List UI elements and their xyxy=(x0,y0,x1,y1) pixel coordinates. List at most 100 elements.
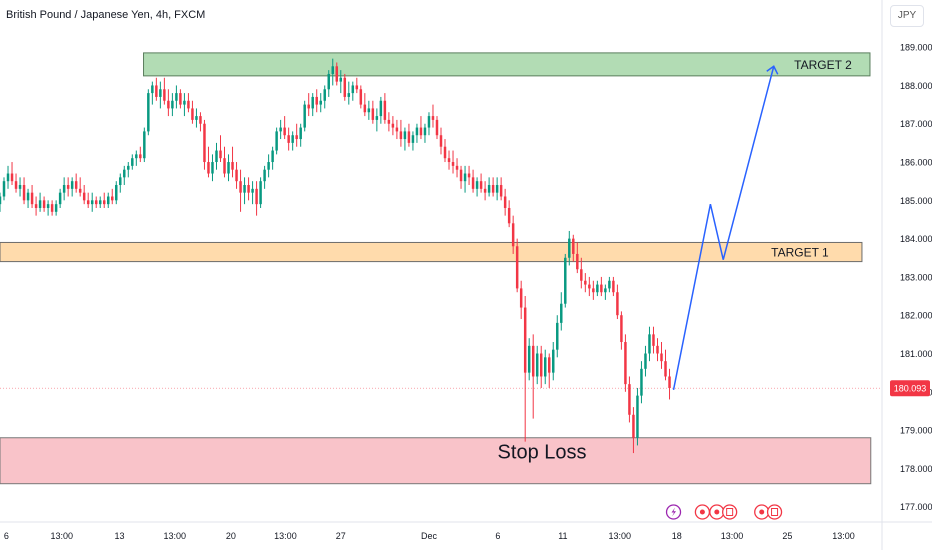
candle-body xyxy=(363,104,367,113)
x-tick-label: 13 xyxy=(114,531,124,541)
candle-body xyxy=(415,127,419,136)
candle-body xyxy=(219,150,222,159)
candle-body xyxy=(664,361,667,377)
candle-body xyxy=(183,100,186,105)
candle-body xyxy=(94,200,98,205)
candle-body xyxy=(403,131,407,140)
candle-body xyxy=(231,162,234,170)
candle-body xyxy=(62,185,66,193)
candle-body xyxy=(155,85,158,97)
candle-body xyxy=(656,345,659,354)
candle-body xyxy=(523,307,527,373)
currency-button[interactable]: JPY xyxy=(890,5,924,27)
candle-body xyxy=(263,169,266,182)
candle-body xyxy=(447,158,451,163)
candle-body xyxy=(251,188,254,193)
candle-body xyxy=(535,353,539,377)
candle-body xyxy=(167,100,170,109)
candle-body xyxy=(131,158,134,166)
candle-body xyxy=(467,173,471,178)
candle-body xyxy=(22,185,26,201)
candle-body xyxy=(171,100,174,109)
stop-loss-zone xyxy=(0,437,872,485)
candle-body xyxy=(323,89,326,101)
candle-body xyxy=(327,73,330,90)
candle-body xyxy=(30,192,34,205)
candle-body xyxy=(395,127,399,132)
candle-body xyxy=(576,253,579,270)
y-tick-label: 189.000 xyxy=(900,43,932,53)
candle-body xyxy=(475,181,479,189)
candle-body xyxy=(311,96,314,109)
candle-body xyxy=(191,108,194,120)
candle-body xyxy=(439,135,443,147)
y-tick-label: 186.000 xyxy=(900,158,932,168)
target-2-zone-label: TARGET 2 xyxy=(794,58,852,72)
candle-body xyxy=(163,89,166,101)
candle-body xyxy=(6,173,10,182)
target-2-zone xyxy=(143,52,871,77)
candle-body xyxy=(58,192,62,205)
flag-event-glyph xyxy=(726,508,734,516)
candle-body xyxy=(0,196,2,205)
candle-body xyxy=(2,181,6,197)
candle-body xyxy=(572,238,575,254)
candle-body xyxy=(343,77,347,97)
current-price-label: 180.093 xyxy=(894,384,927,394)
x-tick-label: 13:00 xyxy=(832,531,855,541)
candle-body xyxy=(600,284,603,293)
candle-body xyxy=(287,135,290,143)
candle-body xyxy=(367,108,371,113)
candle-body xyxy=(38,200,42,208)
candle-body xyxy=(495,185,499,193)
candle-body xyxy=(34,204,38,208)
candle-body xyxy=(399,131,403,140)
candle-body xyxy=(463,173,467,182)
candle-body xyxy=(235,169,238,182)
candle-body xyxy=(471,177,475,189)
candle-body xyxy=(243,185,246,193)
x-tick-label: 13:00 xyxy=(164,531,187,541)
candle-body xyxy=(411,135,415,143)
x-tick-label: 13:00 xyxy=(721,531,744,541)
candle-body xyxy=(519,288,523,308)
candle-body xyxy=(391,123,395,128)
candle-body xyxy=(283,127,286,136)
candle-body xyxy=(596,284,599,293)
y-tick-label: 181.000 xyxy=(900,349,932,359)
candle-body xyxy=(82,192,86,201)
candle-body xyxy=(291,135,294,143)
x-tick-label: 11 xyxy=(558,531,567,541)
candle-body xyxy=(54,204,58,212)
candle-body xyxy=(199,116,202,124)
candle-body xyxy=(507,207,511,224)
y-tick-label: 179.000 xyxy=(900,426,932,436)
candle-body xyxy=(307,104,310,109)
candle-body xyxy=(636,395,639,438)
candle-body xyxy=(483,188,487,193)
candle-body xyxy=(143,131,146,159)
candle-body xyxy=(383,100,387,120)
candle-body xyxy=(351,85,355,94)
x-tick-label: 25 xyxy=(782,531,792,541)
candle-body xyxy=(239,181,242,193)
candle-body xyxy=(531,345,535,377)
candle-body xyxy=(620,315,623,343)
candle-body xyxy=(335,66,339,82)
candle-body xyxy=(271,150,274,163)
candle-body xyxy=(223,158,226,174)
current-price-badge xyxy=(890,380,930,397)
candle-body xyxy=(98,200,102,205)
candle-body xyxy=(539,353,543,377)
candle-body xyxy=(179,93,182,105)
candle-body xyxy=(42,200,46,208)
candle-body xyxy=(588,284,591,289)
candle-body xyxy=(543,357,547,377)
y-tick-label: 184.000 xyxy=(900,234,932,244)
candle-body xyxy=(668,376,671,388)
candle-body xyxy=(560,303,563,323)
y-tick-label: 177.000 xyxy=(900,502,932,512)
flag-event-glyph xyxy=(771,508,779,516)
y-tick-label: 178.000 xyxy=(900,464,932,474)
